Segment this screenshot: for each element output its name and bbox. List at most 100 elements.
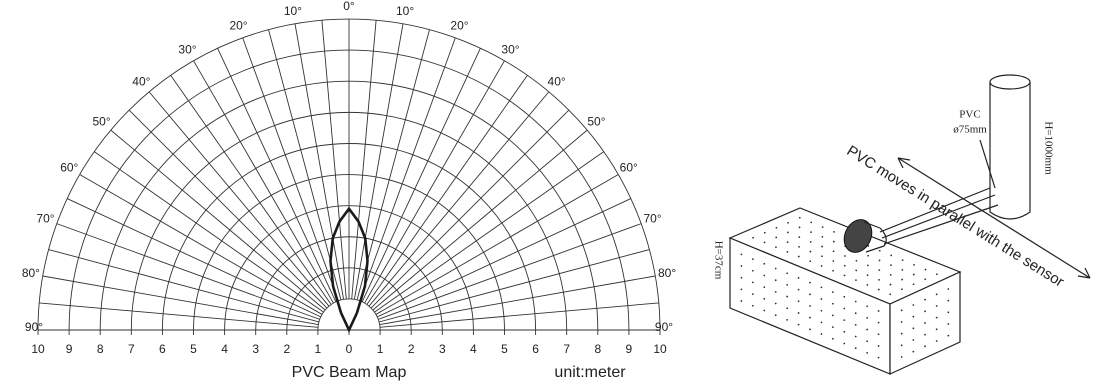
minor-spoke <box>378 249 650 323</box>
x-tick-label: 10 <box>31 342 45 356</box>
dot <box>751 293 754 295</box>
minor-spoke <box>376 198 632 318</box>
dot <box>775 236 778 239</box>
dot <box>763 241 766 244</box>
dot <box>820 298 823 300</box>
x-tick-label: 1 <box>315 342 322 356</box>
dot <box>843 295 846 298</box>
angle-label: 80° <box>22 266 40 280</box>
x-tick-label: 9 <box>66 342 73 356</box>
dot <box>855 269 858 272</box>
dot <box>912 315 915 318</box>
dot <box>877 288 880 291</box>
diameter-label: ø75mm <box>953 124 987 136</box>
dot <box>924 322 926 324</box>
dot <box>947 323 950 325</box>
dot <box>798 245 800 248</box>
dot <box>820 286 823 289</box>
x-tick-label: 6 <box>159 342 166 356</box>
x-tick-label: 7 <box>563 342 570 356</box>
dot <box>901 278 904 281</box>
dot <box>763 297 766 300</box>
minor-spoke <box>217 47 337 303</box>
dot <box>866 264 869 267</box>
dot <box>832 240 835 243</box>
dot <box>797 277 800 279</box>
spoke <box>364 60 505 304</box>
dot <box>936 273 938 276</box>
dot <box>877 333 880 336</box>
dot <box>831 314 834 317</box>
x-tick-label: 8 <box>97 342 104 356</box>
dot <box>763 309 766 312</box>
dot <box>832 250 835 253</box>
angle-label: 80° <box>658 266 676 280</box>
minor-spoke <box>379 302 659 328</box>
minor-spoke <box>356 29 430 301</box>
angle-label: 10° <box>284 4 302 18</box>
dot <box>832 269 834 272</box>
dot <box>866 305 869 308</box>
dot <box>774 290 777 293</box>
spoke <box>378 223 642 320</box>
spoke <box>368 91 550 307</box>
sensor-height-label: H=37cm <box>712 241 724 280</box>
minor-spoke <box>170 74 332 305</box>
pvc-label: PVC <box>959 109 980 121</box>
dot <box>900 344 903 347</box>
spoke <box>110 129 326 311</box>
dot <box>854 335 857 338</box>
dot <box>854 347 857 350</box>
dot <box>924 333 926 336</box>
dot <box>751 281 754 284</box>
dot <box>763 262 766 265</box>
dot <box>900 332 903 335</box>
dot <box>947 334 950 337</box>
dot <box>878 269 881 272</box>
dot <box>820 321 823 324</box>
dot <box>947 288 950 290</box>
spoke <box>193 60 334 304</box>
dot <box>740 253 743 256</box>
dot <box>786 241 789 244</box>
dot <box>763 274 766 277</box>
dot <box>797 323 800 326</box>
spoke <box>372 129 588 311</box>
x-tick-label: 7 <box>128 342 135 356</box>
dot <box>843 330 846 333</box>
spoke <box>242 37 339 301</box>
dot <box>821 245 824 248</box>
dot <box>809 281 811 284</box>
unit-label: unit:meter <box>554 364 626 381</box>
dot <box>889 283 892 286</box>
x-tick-label: 3 <box>439 342 446 356</box>
sensor <box>843 219 873 253</box>
spoke <box>294 23 345 300</box>
spoke <box>42 275 319 326</box>
minor-spoke <box>93 151 324 313</box>
plot: 10 9 8 7 6 5 4 3 2 1 0 1 2 3 4 5 6 7 8 9 1090°80°70°60°50°40… <box>22 0 677 356</box>
dot <box>889 293 892 296</box>
dot <box>740 265 743 267</box>
dot <box>820 265 823 267</box>
dot <box>820 309 823 312</box>
dot <box>890 254 893 257</box>
dot <box>935 340 938 342</box>
angle-label: 90° <box>655 320 673 334</box>
setup-diagram: PVC ø75mm H=1000mm PVC moves in parallel… <box>712 74 1091 375</box>
leader <box>979 139 996 189</box>
minor-spoke <box>66 198 322 318</box>
dot <box>740 276 743 279</box>
dot <box>866 328 869 331</box>
dot <box>821 226 824 229</box>
dot <box>820 333 823 335</box>
dot <box>797 312 800 314</box>
dot <box>821 255 823 258</box>
angle-label: 20° <box>229 19 247 33</box>
dot <box>935 293 938 296</box>
minor-spoke <box>321 20 347 300</box>
spoke <box>379 275 656 326</box>
beam-lines <box>879 187 999 245</box>
dot <box>924 268 927 271</box>
